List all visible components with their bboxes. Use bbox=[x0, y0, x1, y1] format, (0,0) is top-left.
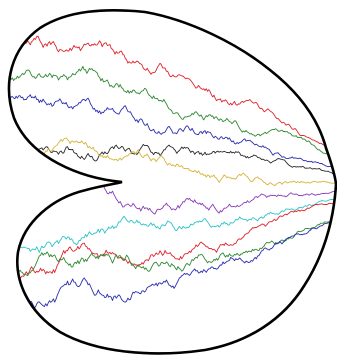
walk-path-black-mid bbox=[9, 135, 336, 176]
walk-path-red-low bbox=[9, 202, 336, 280]
walk-path-blue-top bbox=[9, 94, 336, 169]
walk-path-yellow-mid bbox=[9, 137, 336, 186]
walk-path-blue-low bbox=[9, 221, 336, 318]
heart-shaped-boundary bbox=[7, 8, 337, 355]
walk-path-cyan-low bbox=[9, 198, 336, 253]
walk-path-green-top bbox=[9, 65, 336, 159]
walk-path-green-low bbox=[9, 216, 336, 289]
walk-path-red-top bbox=[9, 35, 336, 152]
